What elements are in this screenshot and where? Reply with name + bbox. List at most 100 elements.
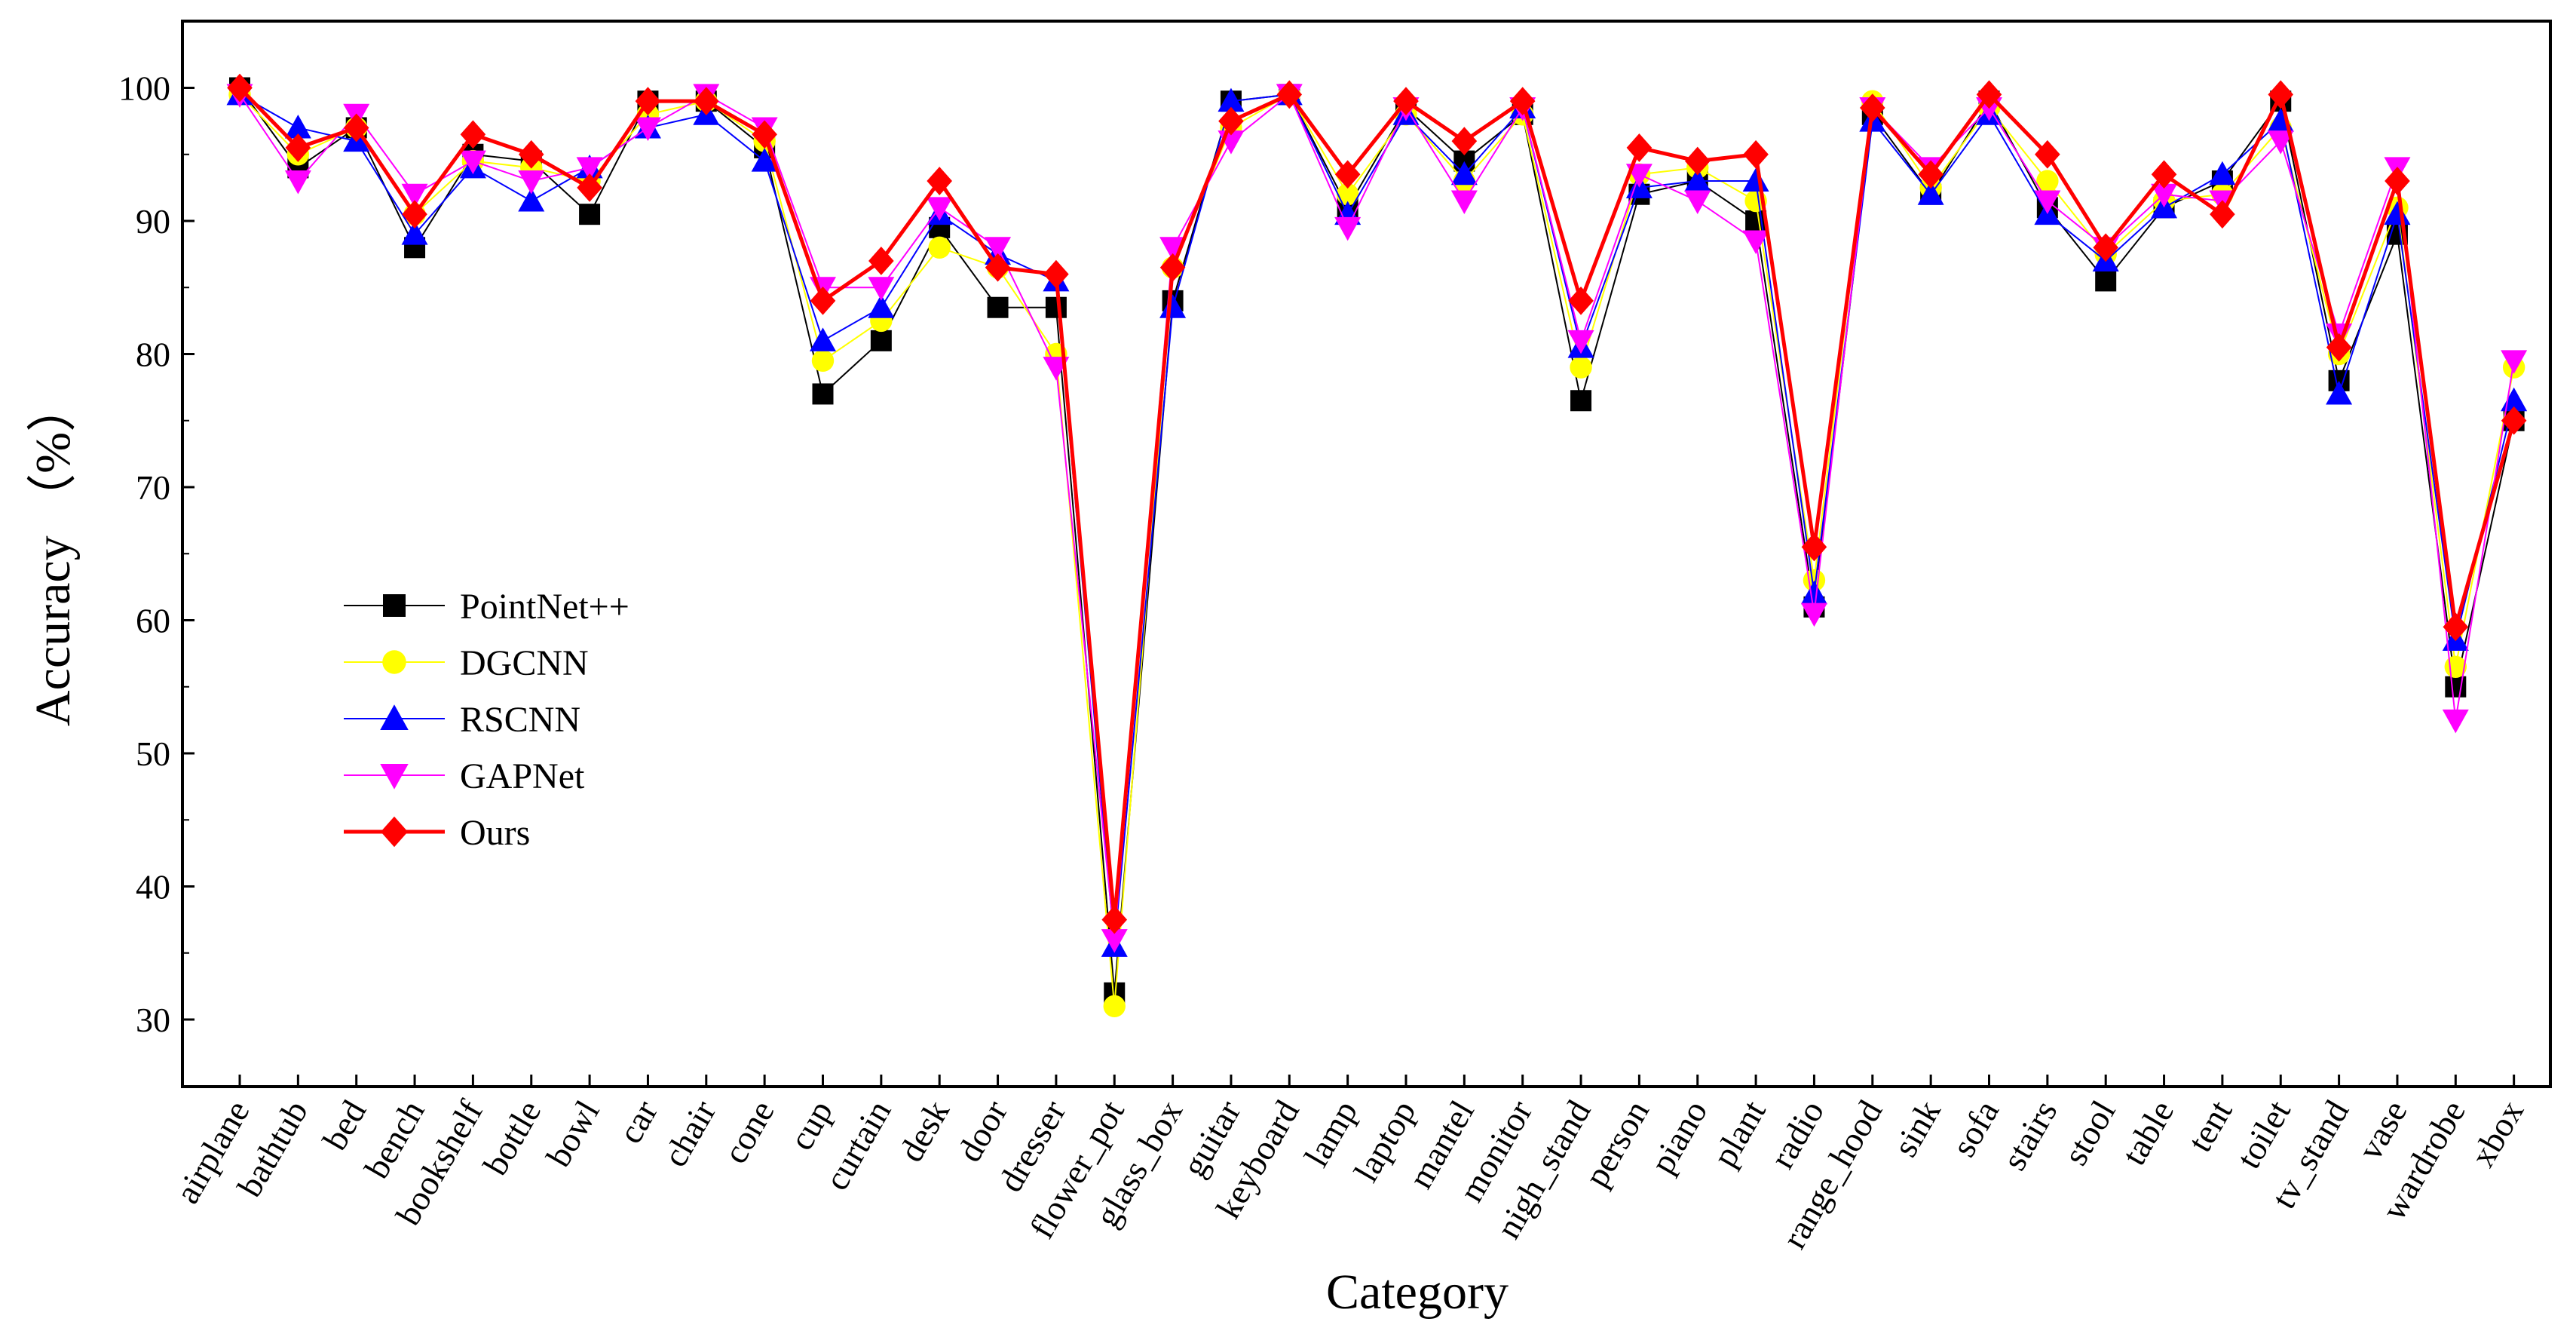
x-tick-label: bowl [539, 1094, 607, 1173]
legend-marker [380, 704, 409, 730]
data-point [2209, 161, 2236, 186]
x-tick-label: tent [2180, 1093, 2240, 1158]
data-point [987, 296, 1009, 318]
data-point [1742, 167, 1769, 192]
data-point [635, 87, 661, 116]
data-point [1918, 160, 1943, 189]
data-point [928, 236, 951, 259]
data-point [1218, 106, 1244, 136]
data-point [1626, 133, 1652, 162]
data-point [227, 73, 253, 103]
data-point [1101, 929, 1128, 953]
y-tick-labels: 30 40 50 60 70 80 90 100 [118, 69, 170, 1040]
data-point [284, 114, 311, 139]
data-point [1509, 87, 1536, 116]
legend-marker [380, 764, 409, 790]
data-point [1393, 87, 1419, 116]
y-axis-title: Accuracy （%） [26, 382, 81, 726]
legend-label: PointNet++ [460, 587, 629, 627]
data-point [1742, 230, 1769, 254]
data-point [2385, 167, 2410, 195]
data-point [1103, 995, 1126, 1018]
legend-label: Ours [460, 813, 530, 853]
data-point [2093, 233, 2118, 262]
data-point [1450, 190, 1478, 215]
x-tick-label: car [611, 1094, 665, 1150]
x-tick-label: desk [892, 1094, 957, 1169]
y-tick-label: 90 [136, 202, 170, 241]
data-point [2268, 80, 2294, 109]
data-point [870, 330, 892, 351]
data-point [2151, 183, 2178, 208]
data-point [576, 157, 603, 181]
x-tick-label: chair [655, 1094, 723, 1173]
data-point [402, 200, 427, 229]
data-point [1567, 330, 1594, 354]
data-point [1917, 181, 1944, 205]
data-point [2443, 612, 2469, 642]
series-line-ours [238, 86, 2516, 922]
data-point [1800, 580, 1827, 605]
data-point [810, 287, 836, 315]
data-point [2151, 160, 2177, 189]
data-point [1570, 390, 1592, 412]
data-point [1101, 905, 1128, 934]
x-tick-label: cup [782, 1094, 840, 1157]
data-point [810, 327, 836, 351]
data-point [2036, 170, 2059, 192]
y-tick-label: 40 [136, 868, 170, 906]
y-tick-label: 100 [118, 69, 170, 108]
data-point [2210, 200, 2235, 229]
series-dgcnn [228, 83, 2525, 1018]
data-point [1976, 80, 2002, 109]
data-point [285, 133, 311, 162]
data-point [2267, 130, 2294, 155]
data-point [518, 188, 545, 212]
data-point [634, 117, 661, 141]
y-tick-label: 30 [136, 1001, 170, 1039]
data-point [1043, 259, 1069, 289]
data-point [2034, 190, 2061, 215]
series-line-dgcnn [239, 94, 2515, 1007]
axis-ticks [182, 87, 2516, 1087]
x-axis-title: Category [1326, 1265, 1509, 1320]
data-point [926, 197, 953, 221]
y-tick-label: 80 [136, 336, 170, 374]
x-tick-label: bottle [476, 1094, 549, 1182]
data-point [577, 173, 602, 202]
data-point [1451, 127, 1478, 155]
data-point [2501, 406, 2527, 435]
data-point [752, 120, 777, 149]
x-tick-label: plant [1705, 1093, 1773, 1173]
data-point [868, 294, 895, 318]
data-point [1800, 603, 1827, 627]
data-point [2445, 676, 2467, 698]
data-point [518, 170, 545, 195]
x-tick-label: stairs [1995, 1094, 2065, 1177]
data-point [1743, 140, 1769, 169]
x-tick-label: bed [315, 1094, 373, 1157]
data-point [751, 148, 778, 172]
data-point [1336, 183, 1359, 206]
x-tick-label: stool [2056, 1094, 2123, 1172]
data-point [2326, 380, 2353, 405]
x-tick-label: xbox [2463, 1094, 2531, 1173]
data-point [284, 170, 311, 195]
legend-marker [382, 650, 406, 674]
series-pointnet [229, 77, 2525, 1004]
data-point [1570, 356, 1592, 379]
legend-label: RSCNN [460, 700, 580, 740]
data-point [459, 150, 486, 175]
data-point [579, 204, 601, 225]
legend: PointNet++ DGCNN RSCNN GAPNet Ours [344, 587, 629, 853]
data-point [401, 183, 428, 208]
legend-marker [381, 816, 408, 848]
data-point [1684, 190, 1711, 215]
x-tick-label: table [2114, 1094, 2181, 1172]
data-point [1159, 253, 1186, 282]
y-tick-label: 50 [136, 734, 170, 773]
data-point [1218, 87, 1245, 112]
legend-label: GAPNet [460, 756, 585, 796]
